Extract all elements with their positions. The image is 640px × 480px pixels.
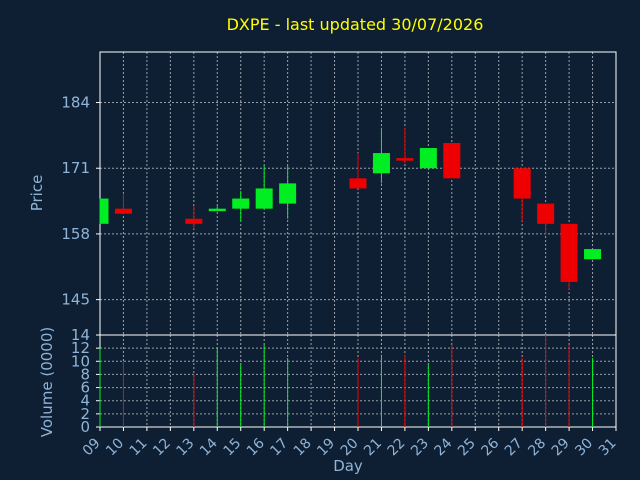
x-tick-label: 18 <box>291 435 315 459</box>
volume-tick-label: 12 <box>71 339 90 357</box>
x-tick-label: 16 <box>244 435 268 459</box>
x-tick-label: 10 <box>103 435 127 459</box>
volume-bars <box>99 335 594 427</box>
candle-body-up <box>372 153 390 174</box>
volume-tick-label: 6 <box>80 379 90 397</box>
x-tick-label: 20 <box>338 435 362 459</box>
x-axis-label: Day <box>333 457 363 475</box>
candle-body-down <box>443 142 461 179</box>
x-tick-label: 23 <box>408 435 432 459</box>
candles <box>99 127 602 290</box>
candle-body-down <box>185 218 203 224</box>
volume-tick-label: 4 <box>80 392 90 410</box>
x-tick-label: 24 <box>432 435 456 459</box>
candle-body-down <box>349 178 367 189</box>
x-tick-label: 30 <box>572 435 596 459</box>
candle-body-up <box>584 249 602 260</box>
volume-tick-label: 2 <box>80 405 90 423</box>
x-tick-label: 28 <box>525 435 549 459</box>
price-tick-label: 158 <box>61 225 90 243</box>
candle-body-up <box>419 148 437 169</box>
price-tick-label: 184 <box>61 94 90 112</box>
x-tick-label: 31 <box>596 435 620 459</box>
price-axis-label: Price <box>28 175 46 212</box>
price-tick-label: 145 <box>61 291 90 309</box>
volume-axis-label: Volume (0000) <box>38 327 56 437</box>
x-tick-label: 26 <box>478 435 502 459</box>
x-tick-label: 11 <box>127 435 151 459</box>
chart-title: DXPE - last updated 30/07/2026 <box>227 15 484 34</box>
candle-body-up <box>279 183 297 204</box>
volume-tick-label: 10 <box>71 352 90 370</box>
volume-tick-label: 8 <box>80 365 90 383</box>
candle-body-up <box>100 198 109 224</box>
candle-body-down <box>560 223 578 282</box>
volume-tick-label: 14 <box>71 326 90 344</box>
candle-body-up <box>255 188 273 209</box>
candle-body-down <box>537 203 555 224</box>
candle-body-up <box>232 198 250 209</box>
x-ticks: 09 10 11 12 13 14 15 16 17 18 19 20 21 22 23 24 25 26 27 28… <box>80 427 620 459</box>
x-tick-label: 25 <box>455 435 479 459</box>
candle-body-down <box>114 208 132 214</box>
x-tick-label: 19 <box>314 435 338 459</box>
x-tick-label: 09 <box>80 435 104 459</box>
volume-tick-label: 0 <box>80 418 90 436</box>
x-tick-label: 15 <box>220 435 244 459</box>
price-tick-label: 171 <box>61 159 90 177</box>
x-tick-label: 21 <box>361 435 385 459</box>
x-tick-label: 14 <box>197 435 221 459</box>
x-tick-label: 13 <box>174 435 198 459</box>
x-tick-label: 12 <box>150 435 174 459</box>
x-tick-label: 17 <box>267 435 291 459</box>
candle-body-down <box>513 168 531 199</box>
candle-body-down <box>396 158 414 161</box>
x-tick-label: 22 <box>385 435 409 459</box>
candle-body-up <box>208 208 226 212</box>
price-grid <box>100 52 616 335</box>
price-y-ticks: 145 158 171 184 <box>61 94 100 309</box>
x-tick-label: 27 <box>502 435 526 459</box>
x-tick-label: 29 <box>549 435 573 459</box>
